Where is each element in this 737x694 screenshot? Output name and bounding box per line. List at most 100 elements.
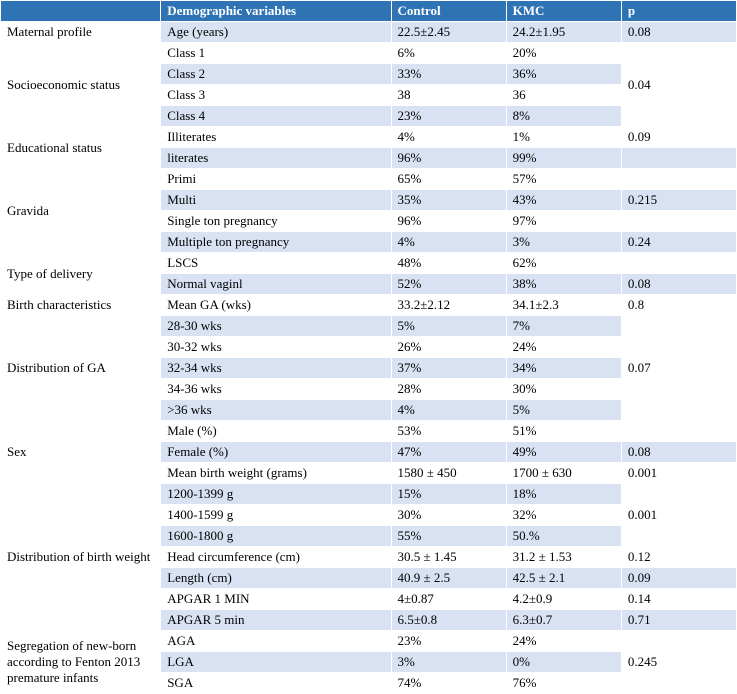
variable-cell: 28-30 wks [161, 316, 391, 337]
variable-cell: 30-32 wks [161, 337, 391, 358]
kmc-cell: 76% [506, 673, 621, 694]
variable-cell: Female (%) [161, 442, 391, 463]
variable-cell: literates [161, 148, 391, 169]
kmc-cell: 30% [506, 379, 621, 400]
control-cell: 4±0.87 [391, 589, 506, 610]
kmc-cell: 99% [506, 148, 621, 169]
control-cell: 96% [391, 148, 506, 169]
kmc-cell: 5% [506, 400, 621, 421]
variable-cell: 1200-1399 g [161, 484, 391, 505]
kmc-cell: 62% [506, 253, 621, 274]
control-cell: 33% [391, 64, 506, 85]
p-value-cell [621, 211, 736, 232]
p-value-cell: 0.07 [621, 316, 736, 421]
kmc-cell: 32% [506, 505, 621, 526]
variable-cell: Primi [161, 169, 391, 190]
control-cell: 96% [391, 211, 506, 232]
p-value-cell [621, 253, 736, 274]
kmc-cell: 50.% [506, 526, 621, 547]
variable-cell: Class 1 [161, 43, 391, 64]
kmc-cell: 3% [506, 232, 621, 253]
kmc-cell: 8% [506, 106, 621, 127]
p-value-cell: 0.09 [621, 568, 736, 589]
variable-cell: LSCS [161, 253, 391, 274]
control-cell: 15% [391, 484, 506, 505]
p-value-cell: 0.8 [621, 295, 736, 316]
p-value-cell: 0.245 [621, 631, 736, 694]
variable-cell: Class 4 [161, 106, 391, 127]
kmc-cell: 38% [506, 274, 621, 295]
kmc-cell: 51% [506, 421, 621, 442]
p-value-cell: 0.14 [621, 589, 736, 610]
p-value-cell: 0.001 [621, 463, 736, 484]
p-value-cell [621, 148, 736, 169]
control-cell: 3% [391, 652, 506, 673]
kmc-cell: 49% [506, 442, 621, 463]
header-variable: Demographic variables [161, 1, 391, 22]
p-value-cell: 0.215 [621, 190, 736, 211]
category-label: Socioeconomic status [1, 43, 161, 127]
control-cell: 37% [391, 358, 506, 379]
control-cell: 4% [391, 127, 506, 148]
control-cell: 30% [391, 505, 506, 526]
control-cell: 23% [391, 631, 506, 652]
kmc-cell: 7% [506, 316, 621, 337]
p-value-cell: 0.08 [621, 22, 736, 43]
kmc-cell: 24% [506, 631, 621, 652]
header-category [1, 1, 161, 22]
demographics-table: Demographic variablesControlKMCpMaternal… [0, 0, 737, 694]
category-label: Sex [1, 421, 161, 484]
variable-cell: APGAR 1 MIN [161, 589, 391, 610]
kmc-cell: 1% [506, 127, 621, 148]
control-cell: 4% [391, 400, 506, 421]
header-p: p [621, 1, 736, 22]
category-label: Educational status [1, 127, 161, 169]
kmc-cell: 31.2 ± 1.53 [506, 547, 621, 568]
p-value-cell: 0.12 [621, 547, 736, 568]
p-value-cell [621, 421, 736, 442]
variable-cell: Multiple ton pregnancy [161, 232, 391, 253]
kmc-cell: 97% [506, 211, 621, 232]
p-value-cell: 0.71 [621, 610, 736, 631]
variable-cell: Head circumference (cm) [161, 547, 391, 568]
control-cell: 28% [391, 379, 506, 400]
variable-cell: SGA [161, 673, 391, 694]
control-cell: 22.5±2.45 [391, 22, 506, 43]
variable-cell: LGA [161, 652, 391, 673]
control-cell: 48% [391, 253, 506, 274]
variable-cell: Male (%) [161, 421, 391, 442]
variable-cell: AGA [161, 631, 391, 652]
variable-cell: >36 wks [161, 400, 391, 421]
variable-cell: APGAR 5 min [161, 610, 391, 631]
kmc-cell: 1700 ± 630 [506, 463, 621, 484]
kmc-cell: 42.5 ± 2.1 [506, 568, 621, 589]
control-cell: 35% [391, 190, 506, 211]
p-value-cell: 0.08 [621, 274, 736, 295]
variable-cell: 1600-1800 g [161, 526, 391, 547]
kmc-cell: 18% [506, 484, 621, 505]
control-cell: 38 [391, 85, 506, 106]
control-cell: 6.5±0.8 [391, 610, 506, 631]
control-cell: 65% [391, 169, 506, 190]
control-cell: 52% [391, 274, 506, 295]
control-cell: 33.2±2.12 [391, 295, 506, 316]
variable-cell: Length (cm) [161, 568, 391, 589]
variable-cell: Mean birth weight (grams) [161, 463, 391, 484]
control-cell: 47% [391, 442, 506, 463]
kmc-cell: 36 [506, 85, 621, 106]
p-value-cell: 0.001 [621, 484, 736, 547]
control-cell: 5% [391, 316, 506, 337]
control-cell: 6% [391, 43, 506, 64]
demographics-table-wrap: Demographic variablesControlKMCpMaternal… [0, 0, 737, 694]
variable-cell: Class 2 [161, 64, 391, 85]
kmc-cell: 43% [506, 190, 621, 211]
kmc-cell: 36% [506, 64, 621, 85]
category-label: Birth characteristics [1, 295, 161, 316]
p-value-cell [621, 169, 736, 190]
variable-cell: Illiterates [161, 127, 391, 148]
kmc-cell: 34% [506, 358, 621, 379]
kmc-cell: 20% [506, 43, 621, 64]
variable-cell: Age (years) [161, 22, 391, 43]
control-cell: 1580 ± 450 [391, 463, 506, 484]
kmc-cell: 6.3±0.7 [506, 610, 621, 631]
